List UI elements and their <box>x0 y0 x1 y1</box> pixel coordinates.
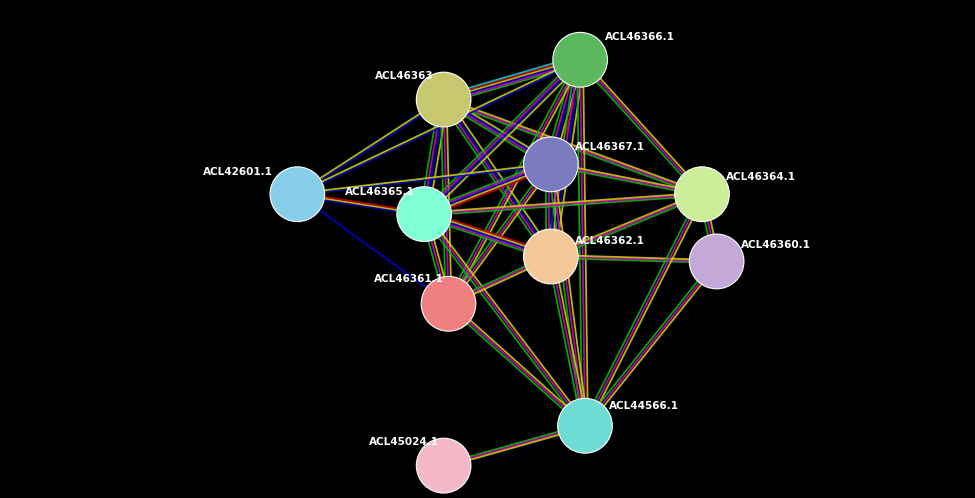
Text: ACL46363: ACL46363 <box>375 71 434 81</box>
Text: ACL46360.1: ACL46360.1 <box>741 241 811 250</box>
Ellipse shape <box>416 72 471 127</box>
Text: ACL46365.1: ACL46365.1 <box>344 187 414 197</box>
Ellipse shape <box>416 438 471 493</box>
Ellipse shape <box>524 137 578 192</box>
Ellipse shape <box>524 229 578 284</box>
Text: ACL46364.1: ACL46364.1 <box>726 172 797 182</box>
Ellipse shape <box>270 167 325 222</box>
Ellipse shape <box>397 187 451 242</box>
Text: ACL46366.1: ACL46366.1 <box>604 32 675 42</box>
Text: ACL45024.1: ACL45024.1 <box>369 437 439 447</box>
Text: ACL46362.1: ACL46362.1 <box>575 236 645 246</box>
Ellipse shape <box>675 167 729 222</box>
Ellipse shape <box>689 234 744 289</box>
Text: ACL42601.1: ACL42601.1 <box>203 167 273 177</box>
Ellipse shape <box>553 32 607 87</box>
Text: ACL46367.1: ACL46367.1 <box>575 142 645 152</box>
Ellipse shape <box>421 276 476 331</box>
Ellipse shape <box>558 398 612 453</box>
Text: ACL46361.1: ACL46361.1 <box>373 274 444 284</box>
Text: ACL44566.1: ACL44566.1 <box>609 401 680 411</box>
